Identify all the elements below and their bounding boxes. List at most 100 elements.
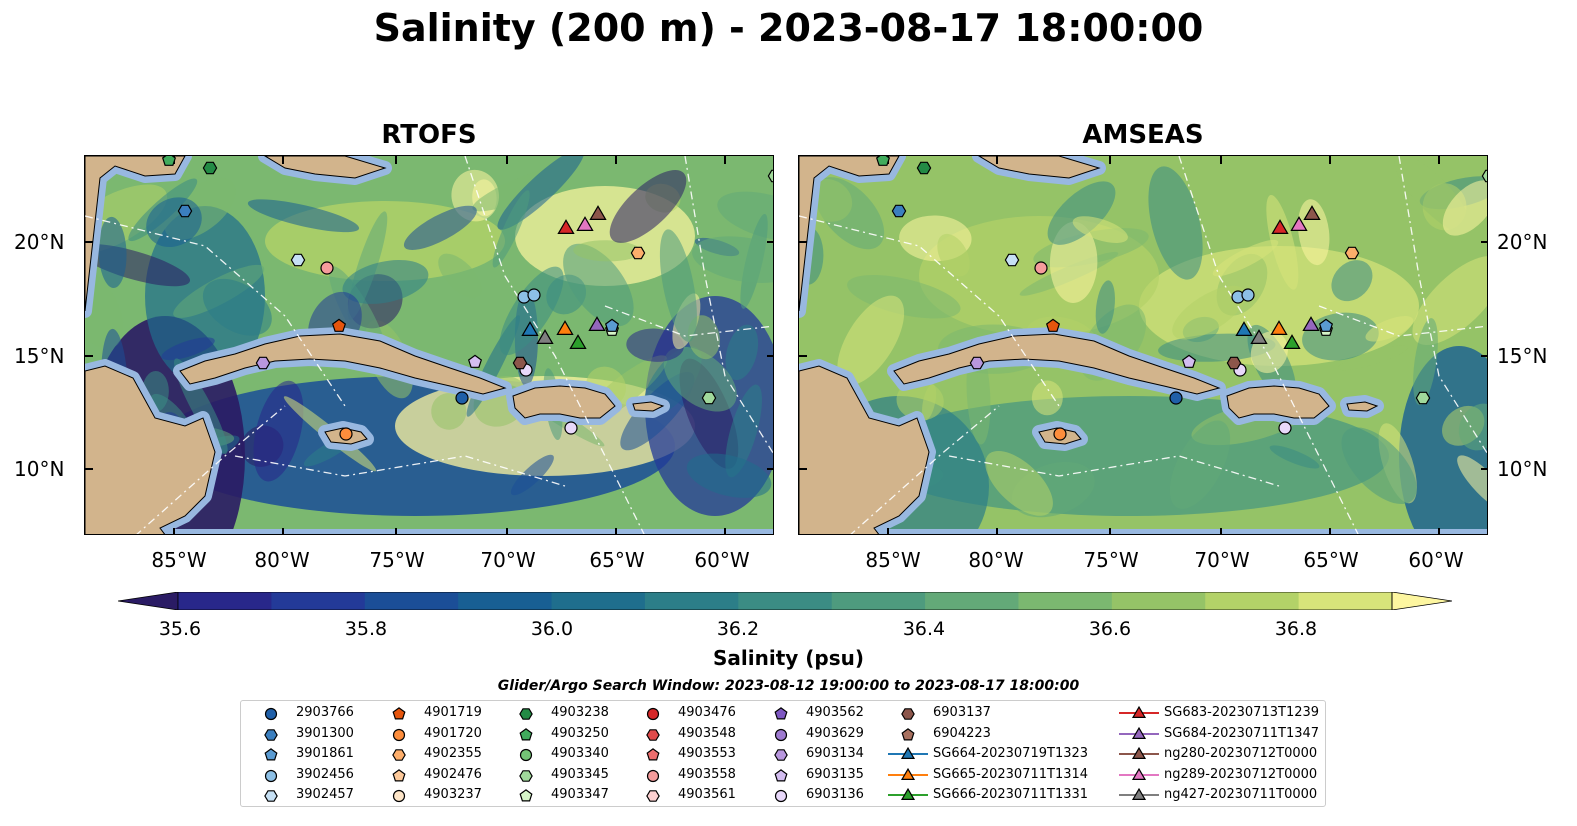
figure-title: Salinity (200 m) - 2023-08-17 18:00:00: [373, 6, 1204, 50]
glider-marker[interactable]: [1235, 321, 1253, 336]
glider-marker[interactable]: [589, 205, 607, 221]
obs-marker[interactable]: [527, 288, 541, 302]
legend-label: 4903476: [678, 705, 736, 720]
obs-marker[interactable]: [1344, 246, 1360, 260]
glider-marker[interactable]: [1283, 334, 1301, 349]
obs-marker[interactable]: [1045, 318, 1061, 332]
glider-marker[interactable]: [1271, 219, 1289, 235]
triangle-marker-icon: [888, 767, 928, 780]
colorbar-segment: [271, 592, 366, 610]
legend-label: 4903237: [424, 787, 482, 802]
pentagon-marker-icon: [901, 727, 915, 740]
panel-title-rtofs: RTOFS: [381, 120, 477, 150]
obs-marker[interactable]: [177, 204, 193, 218]
circle-marker-icon: [392, 789, 406, 803]
obs-marker[interactable]: [1053, 427, 1067, 441]
legend-label: 3901861: [296, 746, 354, 761]
obs-marker[interactable]: [1241, 288, 1255, 302]
obs-marker[interactable]: [1481, 169, 1488, 183]
legend-label: 6904223: [933, 725, 991, 741]
glider-marker[interactable]: [521, 321, 539, 336]
triangle-marker-icon: [1119, 746, 1159, 759]
obs-marker[interactable]: [875, 156, 891, 166]
obs-marker[interactable]: [1278, 421, 1292, 435]
triangle-marker-icon: [1119, 787, 1159, 800]
obs-marker[interactable]: [1181, 354, 1197, 368]
legend-label: 6903134: [806, 746, 864, 761]
triangle-marker-icon: [888, 746, 928, 759]
obs-marker[interactable]: [891, 204, 907, 218]
obs-marker[interactable]: [604, 318, 620, 332]
obs-marker[interactable]: [701, 391, 717, 405]
triangle-marker-icon: [1119, 705, 1159, 718]
lon-tick: 85°W: [865, 548, 921, 572]
glider-marker[interactable]: [557, 219, 575, 235]
obs-marker[interactable]: [1004, 253, 1020, 267]
map-panel-rtofs[interactable]: [84, 155, 774, 535]
obs-marker[interactable]: [290, 253, 306, 267]
obs-marker[interactable]: [467, 354, 483, 368]
glider-marker[interactable]: [1302, 316, 1320, 331]
legend-label: ng427-20230711T0000: [1164, 787, 1318, 802]
colorbar-tick: 36.6: [1088, 618, 1132, 640]
legend-label: 4903250: [551, 725, 609, 741]
obs-marker[interactable]: [767, 169, 774, 183]
search-window-caption: Glider/Argo Search Window: 2023-08-12 19…: [497, 678, 1080, 694]
colorbar: [117, 591, 1453, 611]
obs-marker[interactable]: [969, 356, 985, 370]
legend-label: 4903629: [806, 725, 864, 741]
glider-marker[interactable]: [1270, 320, 1288, 335]
obs-marker[interactable]: [1226, 356, 1242, 370]
glider-marker[interactable]: [536, 329, 554, 344]
obs-marker[interactable]: [1318, 318, 1334, 332]
legend-label: 6903137: [933, 705, 991, 720]
glider-marker[interactable]: [556, 320, 574, 335]
colorbar-segment: [178, 592, 272, 610]
glider-marker[interactable]: [1250, 329, 1268, 344]
legend-label: 4903548: [678, 725, 736, 741]
circle-marker-icon: [774, 728, 788, 741]
legend-label: SG664-20230719T1323: [933, 746, 1089, 761]
obs-marker[interactable]: [512, 356, 528, 370]
legend-label: 6903136: [806, 787, 864, 802]
colorbar-segment: [831, 592, 926, 610]
colorbar-tick: 36.2: [716, 618, 760, 640]
legend-label: 4901720: [424, 725, 482, 741]
glider-marker[interactable]: [576, 216, 594, 232]
colorbar-segment: [644, 592, 739, 610]
triangle-marker-icon: [888, 787, 928, 800]
obs-marker[interactable]: [916, 161, 932, 175]
obs-marker[interactable]: [455, 391, 469, 405]
obs-marker[interactable]: [1034, 261, 1048, 275]
legend-label: 4903238: [551, 705, 609, 720]
legend-label: SG666-20230711T1331: [933, 787, 1089, 802]
legend-label: 3902457: [296, 787, 354, 802]
pentagon-marker-icon: [774, 768, 788, 781]
legend-label: 4903340: [551, 746, 609, 761]
glider-marker[interactable]: [588, 316, 606, 331]
circle-marker-icon: [264, 707, 278, 721]
obs-marker[interactable]: [564, 421, 578, 435]
pentagon-marker-icon: [392, 768, 406, 781]
glider-marker[interactable]: [1290, 216, 1308, 232]
triangle-marker-icon: [1119, 726, 1159, 739]
legend-label: 6903135: [806, 766, 864, 782]
obs-marker[interactable]: [161, 156, 177, 166]
lon-tick: 70°W: [480, 548, 536, 572]
obs-marker[interactable]: [255, 356, 271, 370]
hexagon-marker-icon: [774, 749, 788, 761]
obs-marker[interactable]: [339, 427, 353, 441]
obs-marker[interactable]: [202, 161, 218, 175]
hexagon-marker-icon: [264, 790, 278, 802]
glider-marker[interactable]: [569, 334, 587, 349]
glider-marker[interactable]: [1303, 205, 1321, 221]
obs-marker[interactable]: [331, 318, 347, 332]
obs-marker[interactable]: [320, 261, 334, 275]
lon-tick: 75°W: [1083, 548, 1139, 572]
obs-marker[interactable]: [1415, 391, 1431, 405]
obs-marker[interactable]: [630, 246, 646, 260]
obs-marker[interactable]: [1169, 391, 1183, 405]
hexagon-marker-icon: [646, 790, 660, 802]
map-panel-amseas[interactable]: [798, 155, 1488, 535]
circle-marker-icon: [264, 769, 278, 782]
